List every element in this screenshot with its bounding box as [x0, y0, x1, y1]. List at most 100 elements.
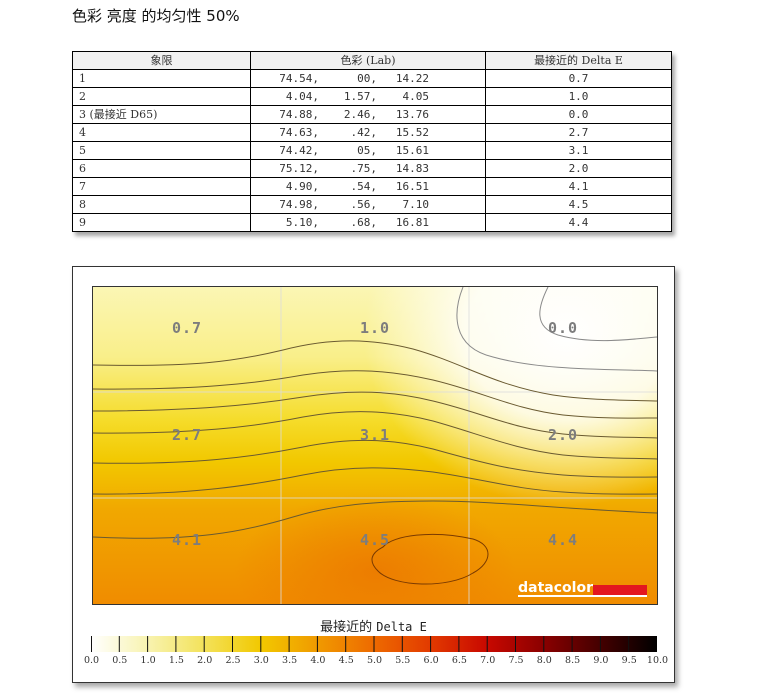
colorbar-title: 最接近的 Delta E: [320, 620, 427, 635]
cell-label-4: 2.7: [171, 426, 203, 444]
table-row: 6 75.12, .75, 14.83 2.0: [72, 159, 672, 178]
colorbar-tick-label: 1.5: [168, 655, 184, 666]
colorbar-tick-label: 5.5: [395, 655, 411, 666]
quadrant-cell: 4: [72, 123, 251, 142]
lab-l: 74.88,: [279, 107, 319, 121]
heatmap-plot: 0.7 1.0 0.0 2.7 3.1 2.0 4.1 4.5 4.4 data…: [92, 286, 658, 605]
logo-text: datacolor: [518, 580, 593, 597]
colorbar-tick-label: 2.5: [225, 655, 241, 666]
lab-l: 74.63,: [279, 125, 319, 139]
uniformity-chart: 0.7 1.0 0.0 2.7 3.1 2.0 4.1 4.5 4.4 data…: [72, 266, 675, 683]
lab-cell: 74.54, 00, 14.22: [250, 69, 486, 88]
quadrant-cell: 1: [72, 69, 251, 88]
lab-l: 74.98,: [279, 197, 319, 211]
delta-e-cell: 0.7: [485, 69, 672, 88]
page-title: 色彩 亮度 的均匀性 50%: [72, 7, 240, 25]
delta-e-cell: 4.5: [485, 195, 672, 214]
lab-table-container: 象限 色彩 (Lab) 最接近的 Delta E 1 74.54, 00, 14.22…: [72, 51, 672, 232]
colorbar-tick-label: 0.0: [83, 655, 100, 666]
lab-a: 2.46,: [343, 107, 377, 121]
lab-a: .54,: [350, 179, 378, 193]
quadrant-cell: 3 (最接近 D65): [72, 105, 251, 124]
table-row: 9 5.10, .68, 16.81 4.4: [72, 213, 672, 232]
cell-label-3: 0.0: [547, 319, 579, 337]
lab-cell: 74.42, 05, 15.61: [250, 141, 486, 160]
lab-a: 1.57,: [343, 89, 377, 103]
lab-b: 13.76: [395, 107, 429, 121]
quadrant-cell: 7: [72, 177, 251, 196]
delta-e-cell: 2.0: [485, 159, 672, 178]
lab-cell: 5.10, .68, 16.81: [250, 213, 486, 232]
lab-l: 4.90,: [285, 179, 319, 193]
header-color-lab: 色彩 (Lab): [250, 51, 486, 70]
lab-b: 14.83: [395, 161, 429, 175]
lab-b: 14.22: [395, 71, 429, 85]
lab-cell: 74.98, .56, 7.10: [250, 195, 486, 214]
lab-cell: 75.12, .75, 14.83: [250, 159, 486, 178]
delta-e-cell: 4.1: [485, 177, 672, 196]
lab-l: 5.10,: [285, 215, 319, 229]
colorbar-tick-label: 3.0: [253, 655, 269, 666]
lab-l: 74.54,: [279, 71, 319, 85]
delta-e-cell: 2.7: [485, 123, 672, 142]
delta-e-cell: 0.0: [485, 105, 672, 124]
lab-b: 7.10: [402, 197, 430, 211]
table-row: 7 4.90, .54, 16.51 4.1: [72, 177, 672, 196]
delta-e-cell: 1.0: [485, 87, 672, 106]
quadrant-cell: 9: [72, 213, 251, 232]
colorbar-tick-label: 6.5: [451, 655, 467, 666]
lab-l: 75.12,: [279, 161, 319, 175]
lab-b: 16.51: [395, 179, 429, 193]
lab-b: 15.61: [395, 143, 429, 157]
colorbar-tick-label: 2.0: [197, 655, 213, 666]
cell-label-9: 4.4: [547, 531, 579, 549]
lab-a: .42,: [350, 125, 378, 139]
lab-a: .68,: [350, 215, 378, 229]
header-delta-e: 最接近的 Delta E: [485, 51, 672, 70]
quadrant-cell: 6: [72, 159, 251, 178]
colorbar-tick-label: 4.0: [310, 655, 326, 666]
colorbar-tick-label: 1.0: [140, 655, 156, 666]
lab-cell: 74.63, .42, 15.52: [250, 123, 486, 142]
heatmap-contours: [93, 287, 657, 604]
colorbar-ticks: 0.0 0.5 1.0 1.5 2.0 2.5 3.0 3.5 4.0 4.5 5.0 5.5 6.0 6…: [83, 655, 673, 669]
delta-e-cell: 3.1: [485, 141, 672, 160]
header-quadrant: 象限: [72, 51, 251, 70]
table-header-row: 象限 色彩 (Lab) 最接近的 Delta E: [72, 51, 672, 70]
logo-red-bar: [593, 585, 647, 597]
lab-cell: 74.88, 2.46, 13.76: [250, 105, 486, 124]
lab-a: 05,: [357, 143, 377, 157]
colorbar: [91, 636, 657, 652]
colorbar-tick-label: 6.0: [423, 655, 439, 666]
cell-label-5: 3.1: [359, 426, 391, 444]
colorbar-tick-label: 0.5: [112, 655, 128, 666]
lab-b: 4.05: [402, 89, 430, 103]
colorbar-tick-label: 9.0: [593, 655, 609, 666]
colorbar-tick-label: 8.0: [536, 655, 552, 666]
lab-b: 16.81: [395, 215, 429, 229]
colorbar-tick-label: 7.0: [480, 655, 496, 666]
lab-cell: 4.04, 1.57, 4.05: [250, 87, 486, 106]
quadrant-cell: 5: [72, 141, 251, 160]
table-row: 5 74.42, 05, 15.61 3.1: [72, 141, 672, 160]
table-row: 8 74.98, .56, 7.10 4.5: [72, 195, 672, 214]
colorbar-tick-label: 5.0: [366, 655, 383, 666]
delta-e-cell: 4.4: [485, 213, 672, 232]
lab-a: 00,: [357, 71, 377, 85]
colorbar-tick-label: 4.5: [338, 655, 354, 666]
colorbar-tick-label: 8.5: [565, 655, 581, 666]
lab-table: 象限 色彩 (Lab) 最接近的 Delta E 1 74.54, 00, 14.22…: [72, 51, 672, 232]
lab-cell: 4.90, .54, 16.51: [250, 177, 486, 196]
colorbar-tick-label: 10.0: [646, 655, 669, 666]
cell-label-1: 0.7: [171, 319, 203, 337]
colorbar-tick-label: 7.5: [508, 655, 524, 666]
quadrant-cell: 8: [72, 195, 251, 214]
table-row: 4 74.63, .42, 15.52 2.7: [72, 123, 672, 142]
colorbar-tick-label: 9.5: [621, 655, 637, 666]
lab-l: 4.04,: [285, 89, 319, 103]
cell-label-2: 1.0: [359, 319, 391, 337]
table-row: 1 74.54, 00, 14.22 0.7: [72, 69, 672, 88]
lab-a: .75,: [350, 161, 378, 175]
table-row: 2 4.04, 1.57, 4.05 1.0: [72, 87, 672, 106]
colorbar-tick-label: 3.5: [282, 655, 298, 666]
